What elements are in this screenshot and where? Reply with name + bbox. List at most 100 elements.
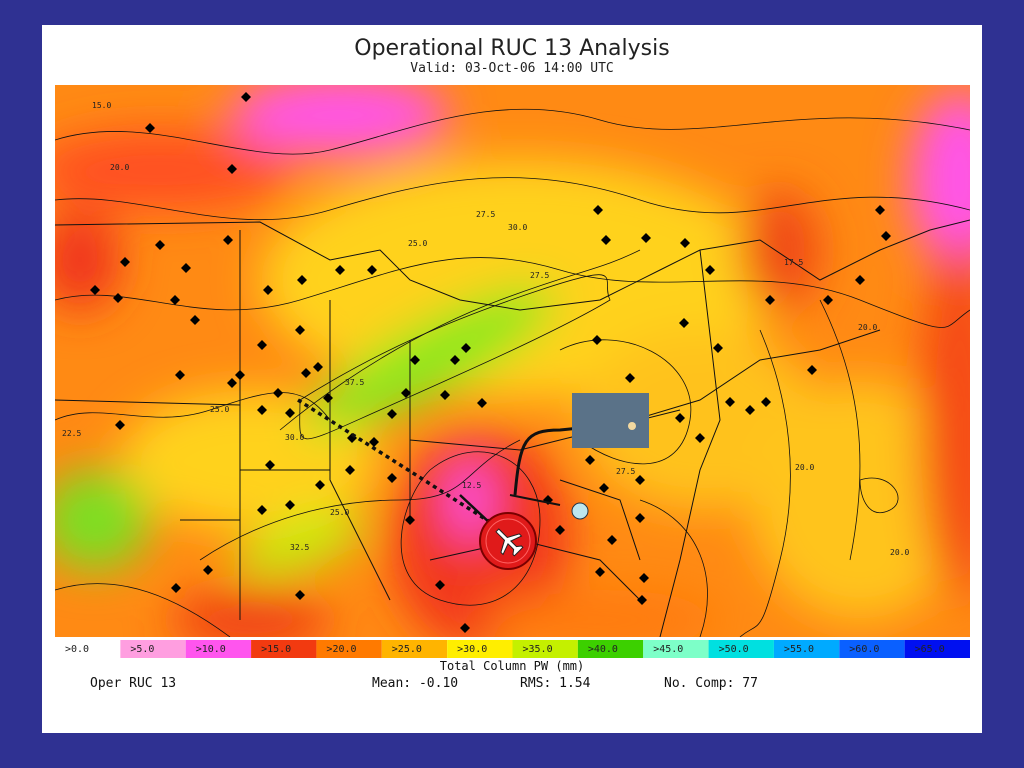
contour-label: 20.0 [858,323,877,332]
contour-label: 25.0 [330,508,349,517]
station [257,405,267,415]
contour-label: 27.5 [616,467,635,476]
title: Operational RUC 13 Analysis [354,36,669,61]
station-markers [90,92,891,633]
legend-swatch [185,640,252,658]
station [227,378,237,388]
station [90,285,100,295]
contour-label: 32.5 [290,543,309,552]
station [367,265,377,275]
flight-path [297,398,491,524]
station [745,405,755,415]
legend-swatch [316,640,382,658]
contour-label: 15.0 [92,101,111,110]
legend-label: >35.0 [523,644,553,655]
station [807,365,817,375]
station [257,340,267,350]
station [235,370,245,380]
station [113,293,123,303]
station [639,573,649,583]
contour-label: 27.5 [530,271,549,280]
legend-label: >20.0 [326,644,356,655]
subtitle: Valid: 03-Oct-06 14:00 UTC [410,61,614,76]
legend-swatch [577,640,644,658]
station [369,437,379,447]
station [273,388,283,398]
aircraft-icon [479,512,537,570]
station [855,275,865,285]
contour-label: 12.5 [462,481,481,490]
contour-label: 20.0 [890,548,909,557]
station [190,315,200,325]
legend-swatch [708,640,774,658]
legend-label: >40.0 [588,644,618,655]
station [477,398,487,408]
station [223,235,233,245]
station [285,500,295,510]
station [345,465,355,475]
station [257,505,267,515]
station [679,318,689,328]
legend-caption: Total Column PW (mm) [440,659,585,673]
legend-swatch [447,640,513,658]
station [705,265,715,275]
station [460,623,470,633]
station [263,285,273,295]
legend-label: >25.0 [392,644,422,655]
station [297,275,307,285]
station [295,590,305,600]
station [713,343,723,353]
station [461,343,471,353]
legend: >0.0 >5.0 >10.0 >15.0 >20.0 >25.0 >30.0 >35.0 >4… [55,640,970,658]
contour-label: 20.0 [110,163,129,172]
contour-labels: 15.0 20.0 27.5 30.0 25.0 27.5 25.0 22.5 … [62,101,909,557]
legend-swatch [773,640,840,658]
legend-swatch [120,640,186,658]
contour-label: 30.0 [285,433,304,442]
inset-box [572,393,649,448]
station [313,362,323,372]
station [695,433,705,443]
station [171,583,181,593]
station [410,355,420,365]
station [675,413,685,423]
legend-label: >15.0 [261,644,291,655]
station [401,388,411,398]
station [555,525,565,535]
station [203,565,213,575]
station [601,235,611,245]
station [241,92,251,102]
station [227,164,237,174]
legend-label: >45.0 [653,644,683,655]
station [295,325,305,335]
legend-label: >5.0 [130,644,154,655]
station [765,295,775,305]
inset-dot [628,422,636,430]
station [285,408,295,418]
station [323,393,333,403]
station [595,567,605,577]
model-label: Oper RUC 13 [90,676,176,691]
legend-swatch [904,640,970,658]
station [181,263,191,273]
leader-line [509,494,561,506]
legend-label: >30.0 [457,644,487,655]
station [635,513,645,523]
station [881,231,891,241]
station [761,397,771,407]
station [680,238,690,248]
legend-label: >55.0 [784,644,814,655]
station [637,595,647,605]
station [301,368,311,378]
station [641,233,651,243]
contour-label: 25.0 [210,405,229,414]
mean-label: Mean: -0.10 [372,676,458,691]
station [315,480,325,490]
contour-label: 17.5 [784,258,803,267]
legend-label: >50.0 [719,644,749,655]
legend-label: >10.0 [196,644,226,655]
station [155,240,165,250]
rms-label: RMS: 1.54 [520,676,591,691]
legend-swatch [839,640,905,658]
